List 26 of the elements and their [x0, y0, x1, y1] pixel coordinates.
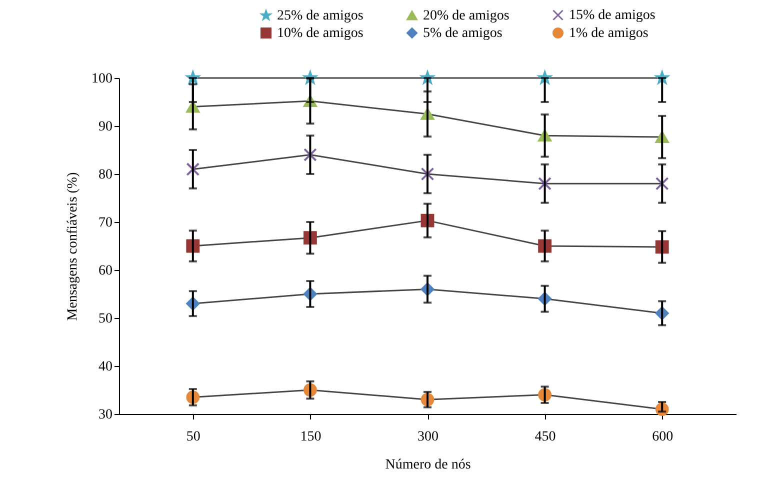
- x-tick-label: 600: [652, 430, 674, 444]
- legend-label: 1% de amigos: [569, 26, 648, 41]
- y-tick-label: 90: [98, 120, 112, 134]
- x-tick-label: 50: [186, 430, 200, 444]
- point: [304, 148, 317, 162]
- y-tick-label: 70: [98, 216, 112, 230]
- legend-label: 20% de amigos: [423, 8, 510, 24]
- y-tick-label: 30: [98, 408, 112, 422]
- point: [538, 176, 552, 190]
- y-tick-label: 100: [92, 72, 112, 86]
- point: [186, 162, 200, 176]
- y-tick-label: 60: [98, 264, 112, 278]
- y-tick-label: 50: [98, 312, 112, 326]
- legend-label: 5% de amigos: [423, 26, 502, 41]
- point: [420, 167, 434, 181]
- y-axis-title: Mensagens confiáveis (%): [66, 172, 80, 321]
- x-tick-label: 300: [418, 430, 438, 444]
- x-tick-label: 150: [300, 430, 322, 444]
- legend-label: 25% de amigos: [277, 8, 364, 24]
- x-tick-label: 450: [534, 430, 556, 444]
- point: [655, 176, 669, 190]
- x-axis-title: Número de nós: [385, 458, 471, 472]
- y-tick-label: 80: [98, 168, 112, 182]
- legend-label: 15% de amigos: [569, 8, 656, 24]
- y-tick-label: 40: [98, 360, 112, 374]
- legend-label: 10% de amigos: [277, 26, 364, 41]
